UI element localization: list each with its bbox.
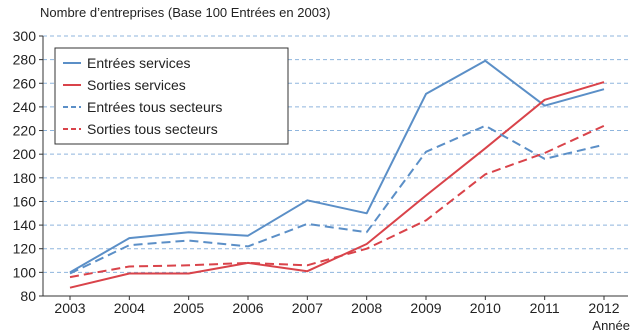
legend: Entrées services Sorties services Entrées … [54,47,289,145]
y-tick-label: 140 [13,217,37,233]
legend-label: Entrées tous secteurs [87,99,222,115]
x-tick-label: 2005 [173,300,204,316]
x-tick-label: 2004 [114,300,145,316]
series-line-2 [69,124,605,275]
x-tick-label: 2003 [54,300,85,316]
x-tick-label: 2009 [410,300,441,316]
y-tick-label: 100 [13,264,37,280]
series-line-3 [69,124,605,279]
series-line-0 [69,59,605,274]
x-axis: 2003 2004 2005 2006 2007 2008 2009 2010 2011 2012 [43,295,628,316]
x-tick-label: 2012 [588,300,619,316]
y-tick-label: 80 [20,288,36,304]
y-tick-label: 300 [13,28,37,44]
legend-label: Sorties services [87,77,186,93]
y-tick-label: 120 [13,241,37,257]
x-tick-label: 2010 [470,300,501,316]
legend-label: Sorties tous secteurs [87,121,218,137]
y-tick-label: 220 [13,123,37,139]
x-axis-label: Année [592,318,630,333]
y-tick-label: 200 [13,146,37,162]
x-tick-label: 2007 [292,300,323,316]
x-tick-label: 2011 [530,300,560,316]
legend-box [54,47,289,145]
y-tick-label: 160 [13,193,37,209]
chart-title: Nombre d’entreprises (Base 100 Entrées e… [40,5,331,20]
legend-label: Entrées services [87,55,190,71]
y-tick-label: 260 [13,75,37,91]
series-lines [69,59,605,289]
y-tick-label: 280 [13,52,37,68]
x-tick-label: 2006 [232,300,263,316]
x-tick-label: 2008 [351,300,382,316]
y-axis: 80 100 120 140 160 180 200 220 240 260 280 300 [13,28,44,304]
y-tick-label: 180 [13,170,37,186]
y-tick-label: 240 [13,99,37,115]
